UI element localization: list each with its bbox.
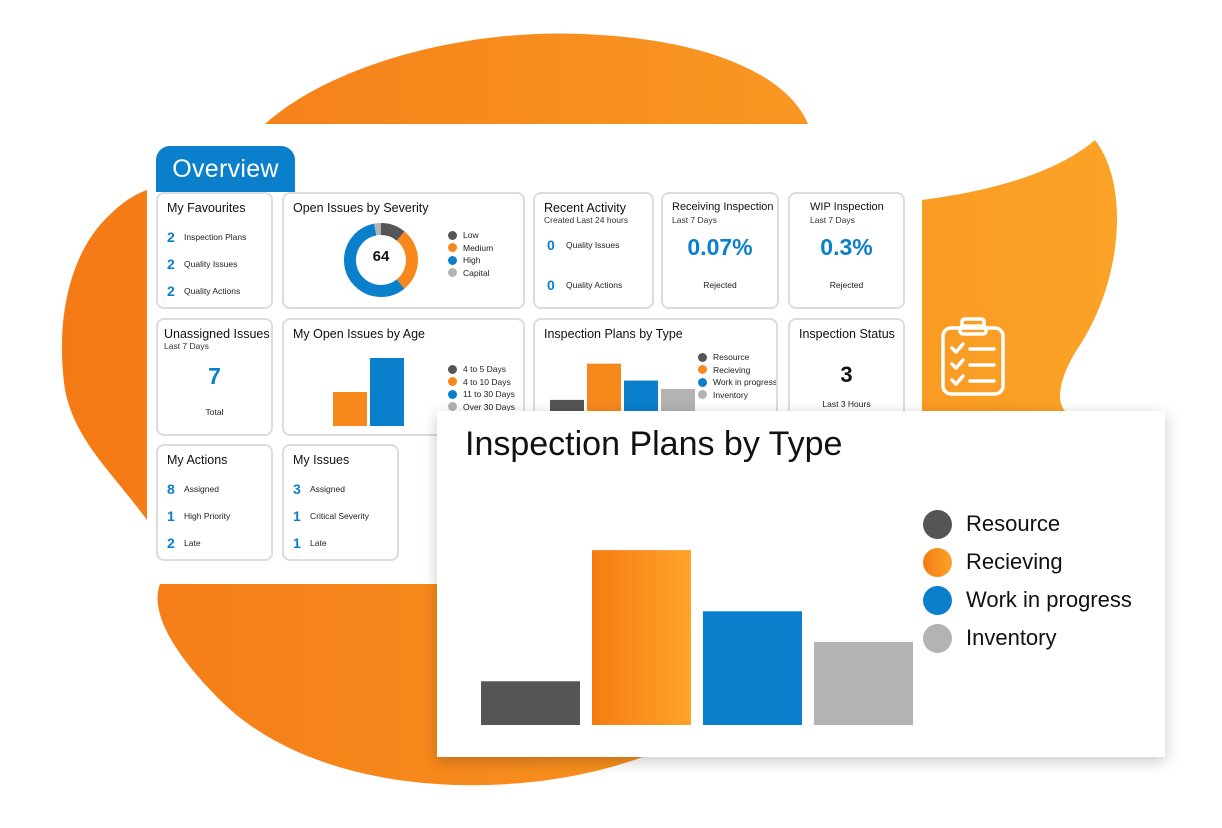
legend-item: Recieving [698,364,776,377]
legend-item: Resource [698,351,776,364]
plans-small-bar-chart [550,363,695,412]
card-subtitle: Last 7 Days [164,341,209,351]
plans-big-legend: Resource Recieving Work in progress Inve… [923,505,1132,657]
list-item[interactable]: 0 Quality Issues [547,237,620,253]
list-item[interactable]: 2 Quality Actions [167,283,241,299]
wip-rejected-value: 0.3% [820,234,873,260]
legend-item-work-in-progress: Work in progress [923,581,1132,619]
donut-slice-high [344,223,418,297]
donut-slice-medium [344,223,418,297]
card-caption: Rejected [703,280,737,290]
list-item[interactable]: 8 Assigned [167,481,219,497]
list-item[interactable]: 2 Late [167,535,201,551]
favourites-card[interactable]: My Favourites 2 Inspection Plans 2 Quality… [156,192,273,309]
inspection-status-value: 3 [840,362,853,387]
bar-inventory [661,389,695,412]
severity-donut-chart [344,223,418,297]
card-title: My Favourites [167,201,246,215]
card-caption: Last 3 Hours [822,399,871,409]
legend-item: 4 to 10 Days [448,376,515,389]
clipboard-checklist-icon [941,317,1005,396]
legend-item-capital: Capital [448,267,493,280]
card-title: My Issues [293,453,350,467]
age-bar-chart [333,358,404,426]
plans-small-legend: Resource Recieving Work in progress Inve… [698,351,776,402]
card-title: My Open Issues by Age [293,327,426,341]
bar-recieving [592,550,691,725]
unassigned-issues-card[interactable]: Unassigned Issues Last 7 Days 7 Total [156,318,273,436]
legend-item-medium: Medium [448,242,493,255]
card-title: My Actions [167,453,228,467]
bar-inventory [814,641,913,725]
legend-item-low: Low [448,229,493,242]
bar-recieving [587,363,621,412]
bar-resource [481,681,580,725]
card-subtitle: Last 7 Days [672,215,717,225]
list-item[interactable]: 2 Inspection Plans [167,229,247,245]
legend-item: 4 to 5 Days [448,363,515,376]
legend-item: Inventory [698,389,776,402]
card-title: Open Issues by Severity [293,201,429,215]
plans-by-type-popup[interactable]: Inspection Plans by Type Resource Reciev… [437,411,1165,757]
list-item[interactable]: 3 Assigned [293,481,345,497]
my-actions-card[interactable]: My Actions 8 Assigned 1 High Priority 2 Lat… [156,444,273,561]
list-item[interactable]: 2 Quality Issues [167,256,238,272]
card-caption: Total [205,407,224,417]
card-subtitle: Created Last 24 hours [544,215,629,225]
legend-item: Work in progress [698,376,776,389]
bar-11-to-30-days [370,358,404,426]
legend-item-recieving: Recieving [923,543,1132,581]
age-legend: 4 to 5 Days 4 to 10 Days 11 to 30 Days O… [448,363,515,413]
list-item[interactable]: 0 Quality Actions [547,277,623,293]
card-caption: Rejected [829,280,864,290]
card-subtitle: Last 7 Days [810,215,855,225]
receiving-rejected-value: 0.07% [687,234,753,260]
unassigned-total-value: 7 [208,363,221,389]
popup-title: Inspection Plans by Type [465,425,843,463]
card-title: Recent Activity [544,201,626,215]
card-title: Unassigned Issues [164,327,270,341]
severity-legend: Low Medium High Capital [448,229,493,279]
severity-card[interactable]: Open Issues by Severity 64 Low Medium Hi… [282,192,525,309]
tab-overview[interactable]: Overview [156,146,295,192]
legend-item: Over 30 Days [448,401,515,414]
receiving-inspection-card[interactable]: Receiving Inspection Last 7 Days 0.07% R… [661,192,779,309]
bar-work-in-progress [703,611,802,725]
legend-item-inventory: Inventory [923,619,1132,657]
card-title: WIP Inspection [810,201,884,213]
bar-work-in-progress [624,380,658,412]
donut-center-value: 64 [372,248,390,265]
list-item[interactable]: 1 High Priority [167,508,231,524]
legend-item-resource: Resource [923,505,1132,543]
legend-item: 11 to 30 Days [448,388,515,401]
wip-inspection-card[interactable]: WIP Inspection Last 7 Days 0.3% Rejected [788,192,905,309]
donut-slice-capital [344,223,418,297]
bar-resource [550,399,584,412]
my-issues-card[interactable]: My Issues 3 Assigned 1 Critical Severity 1… [282,444,399,561]
legend-item-high: High [448,254,493,267]
bar-4-to-10-days [333,392,367,426]
plans-big-bar-chart [481,550,913,725]
list-item[interactable]: 1 Late [293,535,327,551]
card-title: Receiving Inspection [672,201,774,213]
card-title: Inspection Plans by Type [544,327,683,341]
card-title: Inspection Status [799,327,895,341]
list-item[interactable]: 1 Critical Severity [293,508,370,524]
